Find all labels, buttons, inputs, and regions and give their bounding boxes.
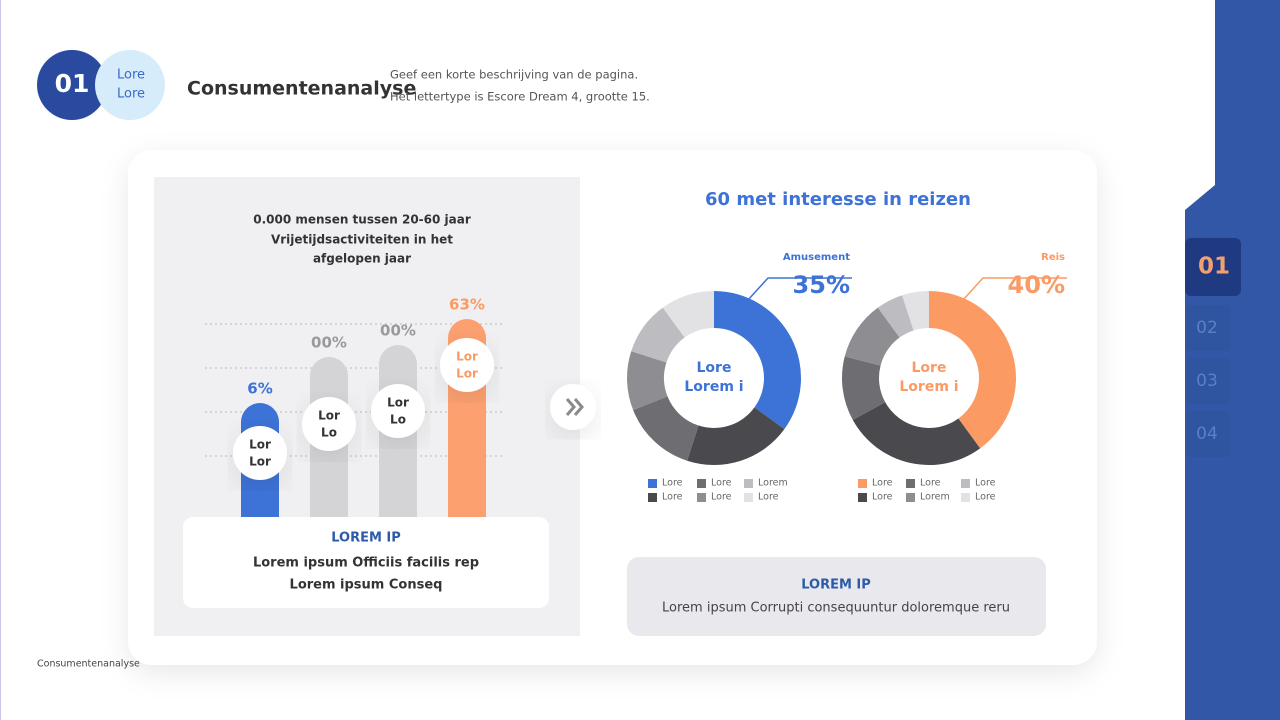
pie-center-label: Lorem i [684, 379, 743, 395]
value-label: 40% [1008, 271, 1065, 299]
pie-segment [902, 291, 929, 331]
nav-label: 04 [1196, 424, 1218, 444]
legend-label: Lore [662, 492, 683, 503]
bar-tag: Lor [387, 396, 409, 410]
bar-label: 6% [247, 380, 272, 398]
box-heading: LOREM IP [801, 578, 871, 593]
badge-text: Lore [117, 87, 145, 102]
nav-tab [1185, 358, 1230, 404]
legend-swatch [697, 493, 706, 502]
legend-swatch [744, 479, 753, 488]
bar-tag-circle [440, 338, 494, 392]
legend-swatch [858, 479, 867, 488]
arrow-icon [565, 398, 584, 416]
nav-label: 03 [1196, 371, 1218, 391]
legend-label: Lore [711, 478, 732, 489]
legend-label: Lorem [758, 478, 788, 489]
legend-label: Lore [872, 478, 893, 489]
pie-segment [633, 396, 699, 461]
box-text: Lorem ipsum Officiis facilis rep [253, 556, 479, 571]
page-number: 01 [55, 69, 90, 98]
bar-tag: Lor [249, 455, 271, 469]
callout-line [962, 277, 1067, 301]
left-box [183, 517, 549, 608]
callout-label: Reis [1041, 252, 1065, 263]
bar-label: 00% [311, 334, 347, 352]
number-badge [37, 50, 107, 120]
pie-segment [662, 291, 714, 338]
legend-swatch [648, 493, 657, 502]
pie-segment [844, 307, 900, 366]
legend-label: Lore [975, 492, 996, 503]
legend-label: Lore [662, 478, 683, 489]
bar-group: 6% Lor Lor 00% Lor Lo 00% Lor Lo 63% Lor Lor [233, 296, 494, 517]
legend-label: Lore [872, 492, 893, 503]
legend-swatch [744, 493, 753, 502]
callout-line [747, 277, 852, 301]
value-label: 35% [793, 271, 850, 299]
badge-text: Lore [117, 68, 145, 83]
right-box [627, 557, 1046, 636]
bar-tag: Lor [318, 409, 340, 423]
right-title: 60 met interesse in reizen [705, 189, 971, 210]
page-title: Consumentenanalyse [187, 78, 416, 100]
pie-center-label: Lore [912, 360, 947, 376]
nav: 01 02 03 04 [1185, 238, 1241, 457]
bar-label: 63% [449, 296, 485, 314]
pie-center-label: Lore [697, 360, 732, 376]
legend-swatch [961, 479, 970, 488]
legend-label: Lorem [920, 492, 950, 503]
bar-tag: Lor [456, 350, 478, 364]
nav-tab [1185, 411, 1230, 457]
bar-label: 00% [380, 322, 416, 340]
nav-label: 02 [1196, 318, 1218, 338]
footer: Consumentenanalyse [37, 659, 140, 670]
side-band [1185, 0, 1280, 720]
bar-title: 0.000 mensen tussen 20-60 jaar [253, 213, 471, 227]
description: Geef een korte beschrijving van de pagin… [390, 68, 638, 82]
legend-label: Lore [975, 478, 996, 489]
box-text: Lorem ipsum Corrupti consequuntur dolore… [662, 601, 1010, 616]
pie-segment [714, 291, 801, 430]
pie-segment [929, 291, 1017, 449]
nav-tab [1185, 305, 1230, 351]
label-badge [95, 50, 165, 120]
bar-tag-circle [371, 384, 425, 438]
pie-segment [842, 356, 886, 420]
legend-swatch [858, 493, 867, 502]
bar-tag: Lo [390, 413, 406, 427]
nav-tab [1185, 238, 1241, 296]
box-heading: LOREM IP [331, 531, 401, 546]
legend-swatch [648, 479, 657, 488]
pie-center-label: Lorem i [899, 379, 958, 395]
bar-tag: Lo [321, 426, 337, 440]
pie-segment [852, 402, 981, 465]
legend-swatch [697, 479, 706, 488]
pie-segment [631, 307, 685, 363]
description: Het lettertype is Escore Dream 4, groott… [390, 90, 650, 104]
bar-tag-circle [233, 426, 287, 480]
bar-title: afgelopen jaar [313, 252, 411, 266]
pie-segment [627, 351, 668, 411]
bar-title: Vrijetijdsactiviteiten in het [271, 233, 453, 247]
legend-swatch [906, 479, 915, 488]
box-text: Lorem ipsum Conseq [290, 578, 443, 593]
legend-swatch [906, 493, 915, 502]
legend-label: Lore [920, 478, 941, 489]
pie-segment [877, 295, 914, 338]
bar-tag: Lor [249, 438, 271, 452]
legend-label: Lore [758, 492, 779, 503]
nav-label: 01 [1198, 254, 1230, 280]
legend-swatch [961, 493, 970, 502]
bar-tag-circle [302, 397, 356, 451]
callout-label: Amusement [783, 252, 850, 263]
bar-tag: Lor [456, 367, 478, 381]
pie-group: Lore Lorem i Amusement 35% Lore Lore Lore Lore L… [627, 252, 1067, 503]
legend-label: Lore [711, 492, 732, 503]
pie-segment [687, 407, 785, 465]
